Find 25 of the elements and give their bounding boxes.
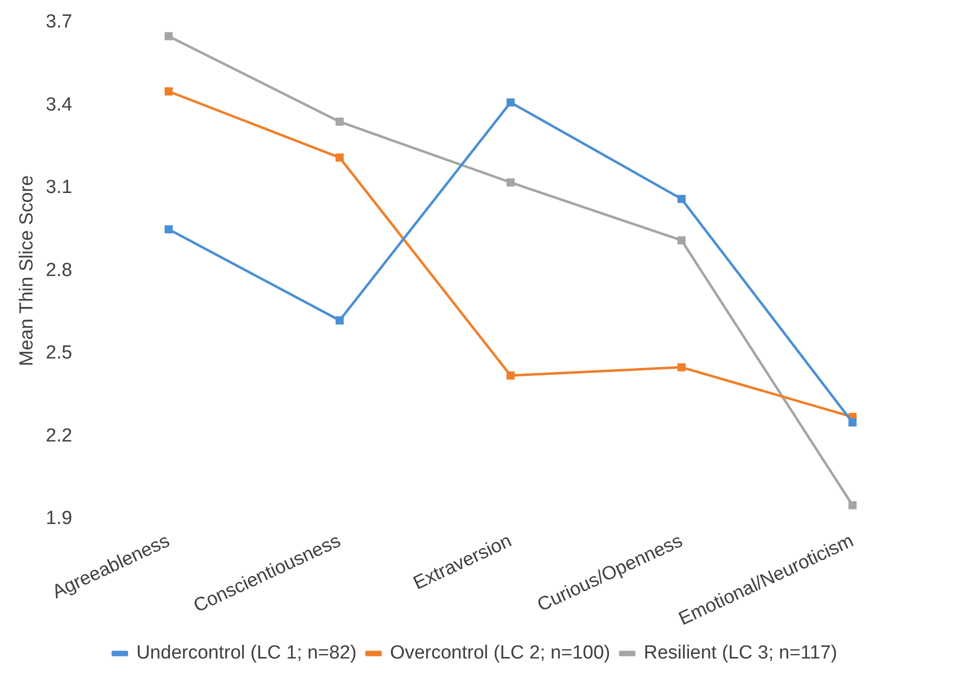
point — [506, 178, 515, 186]
y-tick-label: 2.2 — [46, 425, 72, 446]
point — [164, 32, 173, 40]
y-tick-label: 3.7 — [46, 12, 72, 33]
legend-label: Resilient (LC 3; n=117) — [644, 642, 838, 664]
point — [336, 154, 344, 162]
legend-label: Overcontrol (LC 2; n=100) — [390, 642, 610, 664]
y-axis-title: Mean Thin Slice Score — [16, 175, 38, 366]
point — [164, 87, 173, 96]
y-tick-label: 3.1 — [46, 177, 72, 198]
point — [677, 363, 686, 372]
y-tick-label: 2.5 — [46, 342, 72, 364]
point — [848, 501, 857, 510]
point — [506, 371, 515, 380]
legend-label: Undercontrol (LC 1; n=82) — [136, 642, 357, 664]
point — [336, 118, 344, 126]
point — [677, 236, 686, 244]
point — [677, 194, 686, 204]
point — [164, 225, 173, 234]
point — [848, 418, 857, 427]
y-tick-label: 2.8 — [46, 260, 72, 281]
y-tick-label: 1.9 — [46, 508, 72, 530]
point — [506, 98, 515, 106]
point — [336, 316, 344, 324]
y-tick-label: 3.4 — [46, 94, 73, 116]
